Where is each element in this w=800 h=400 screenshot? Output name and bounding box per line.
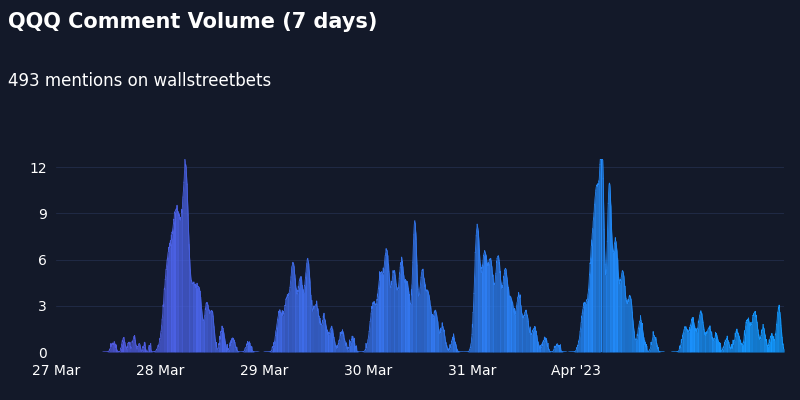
Text: 493 mentions on wallstreetbets: 493 mentions on wallstreetbets bbox=[8, 72, 271, 90]
Text: QQQ Comment Volume (7 days): QQQ Comment Volume (7 days) bbox=[8, 12, 378, 32]
